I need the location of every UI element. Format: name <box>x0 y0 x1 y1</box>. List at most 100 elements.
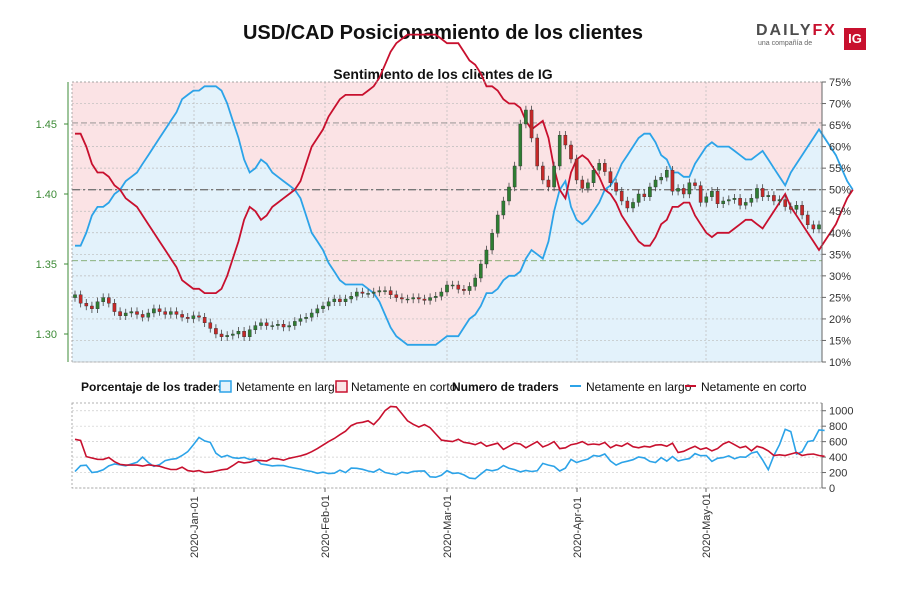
long-count-line <box>74 428 825 480</box>
candle-down <box>783 199 787 207</box>
candle-up <box>704 196 709 203</box>
price-tick-label: 1.30 <box>36 329 57 341</box>
candle-down <box>772 195 776 202</box>
candle-up <box>467 286 472 291</box>
date-tick-label: 2020-Feb-01 <box>320 495 332 558</box>
candle-up <box>428 297 432 301</box>
candle-down <box>219 333 224 337</box>
candle-up <box>315 308 320 314</box>
candle-up <box>293 321 297 326</box>
candle-up <box>332 298 337 302</box>
candle-down <box>214 328 218 335</box>
candle-down <box>135 311 139 315</box>
candle-up <box>473 277 477 287</box>
candle-up <box>377 290 382 293</box>
candle-up <box>450 284 455 287</box>
pct-tick-label: 65% <box>829 120 851 132</box>
candle-up <box>732 197 737 200</box>
candle-down <box>197 315 201 318</box>
candle-up <box>586 182 590 189</box>
candle-down <box>360 291 365 294</box>
candle-down <box>338 298 342 302</box>
price-tick-label: 1.35 <box>36 259 57 271</box>
count-tick-label: 400 <box>829 452 847 464</box>
candle-down <box>698 185 703 203</box>
candle-up <box>383 290 387 292</box>
candle-up <box>371 291 376 294</box>
candle-up <box>636 193 641 203</box>
count-tick-label: 0 <box>829 483 835 495</box>
logo-fx: FX <box>812 22 837 39</box>
candle-up <box>727 199 731 202</box>
candle-down <box>563 134 568 146</box>
candle-up <box>439 291 444 297</box>
candle-up <box>495 214 500 234</box>
candle-down <box>625 200 630 209</box>
candle-down <box>603 162 607 172</box>
candle-up <box>665 169 669 178</box>
candle-down <box>242 331 246 338</box>
candle-up <box>817 224 821 230</box>
pct-tick-label: 15% <box>829 335 851 347</box>
legend-pct-long-swatch <box>219 380 232 393</box>
candle-down <box>84 303 89 307</box>
candle-down <box>614 182 618 192</box>
count-tick-label: 200 <box>829 468 847 480</box>
candle-down <box>642 193 647 197</box>
candle-up <box>73 294 77 298</box>
candle-down <box>140 314 145 318</box>
pct-tick-label: 55% <box>829 163 851 175</box>
logo-tagline: una compañía de <box>758 40 813 47</box>
count-tick-label: 800 <box>829 421 847 433</box>
candle-down <box>546 179 551 188</box>
candle-up <box>507 186 511 202</box>
candle-up <box>597 162 601 171</box>
candle-down <box>157 308 162 312</box>
candle-down <box>174 311 179 315</box>
short-pct-line <box>75 33 854 294</box>
candle-down <box>112 303 117 312</box>
candle-down <box>608 171 613 184</box>
candle-down <box>107 297 111 304</box>
candle-down <box>281 324 286 328</box>
candle-down <box>670 169 675 192</box>
candle-up <box>101 297 105 303</box>
candle-down <box>388 290 393 296</box>
count-tick-label: 600 <box>829 437 847 449</box>
candle-up <box>405 298 410 301</box>
candle-down <box>208 322 213 329</box>
candle-up <box>484 249 489 265</box>
candle-up <box>287 325 291 328</box>
legend-num-title: Numero de traders <box>452 380 559 394</box>
pct-tick-label: 30% <box>829 271 851 283</box>
candle-down <box>417 297 421 300</box>
candle-down <box>118 311 122 317</box>
legend-pct-short-swatch <box>335 380 348 393</box>
logo-daily: DAILY <box>756 22 813 39</box>
candle-up <box>518 123 523 167</box>
date-tick-label: 2020-Mar-01 <box>442 495 454 558</box>
price-tick-label: 1.45 <box>36 119 57 131</box>
candle-up <box>524 109 528 125</box>
candle-up <box>721 200 725 204</box>
candle-up <box>710 190 714 197</box>
candle-up <box>591 169 596 183</box>
candle-down <box>456 284 461 290</box>
candle-down <box>394 294 399 298</box>
candle-up <box>631 202 635 209</box>
pct-tick-label: 40% <box>829 228 851 240</box>
candle-down <box>693 182 697 186</box>
candle-up <box>259 322 263 326</box>
candle-down <box>529 109 534 139</box>
candle-up <box>169 311 173 315</box>
candle-down <box>90 305 94 309</box>
pct-tick-label: 35% <box>829 249 851 261</box>
candle-up <box>146 312 151 318</box>
candle-down <box>180 314 184 318</box>
candle-up <box>794 204 799 210</box>
candle-up <box>191 315 196 319</box>
candle-up <box>659 176 663 181</box>
candle-up <box>433 296 438 298</box>
pct-tick-label: 20% <box>829 314 851 326</box>
candle-down <box>580 179 585 189</box>
